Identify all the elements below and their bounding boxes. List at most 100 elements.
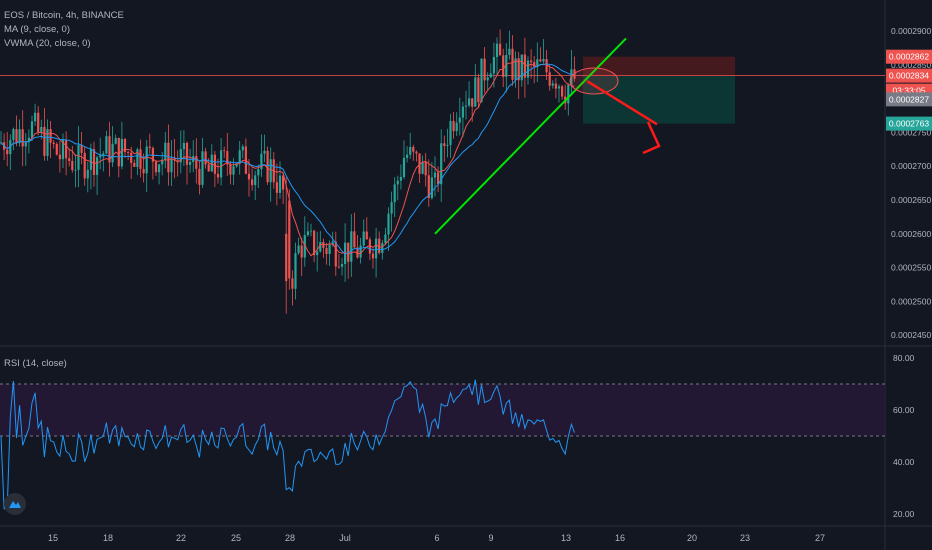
price-label-stop: 0.0002862 [889, 52, 929, 62]
candle-body [316, 251, 319, 256]
price-tick-label: 0.0002650 [891, 195, 931, 205]
candle-body [440, 143, 443, 185]
price-label-box [886, 116, 932, 131]
time-tick-label: 25 [231, 533, 241, 543]
candle-body [322, 241, 325, 248]
candle-body [37, 112, 40, 133]
vwma-legend[interactable]: VWMA (20, close, 0) [4, 38, 91, 49]
candle-body [331, 241, 334, 245]
candle-body [303, 235, 306, 258]
candle-body [334, 241, 337, 267]
time-tick-label: 18 [103, 533, 113, 543]
candle-body [232, 166, 235, 175]
candle-body [275, 182, 278, 193]
candle-body [30, 121, 34, 138]
candle-body [136, 149, 139, 167]
candle-body [430, 177, 433, 199]
candle-body [300, 245, 303, 258]
price-label-entry: 0.0002834 [889, 71, 929, 81]
candle-body [437, 172, 440, 185]
candle-body [254, 175, 257, 186]
candle-body [483, 58, 486, 81]
candle-body [443, 143, 446, 146]
candle-body [65, 140, 68, 159]
rsi-tick-label: 60.00 [893, 405, 915, 415]
candle-body [229, 164, 232, 175]
candle-body [458, 117, 461, 123]
candle-body [161, 159, 164, 165]
candle-body [526, 60, 530, 78]
candle-body [415, 151, 418, 154]
candle-body [71, 161, 74, 171]
price-tick-label: 0.0002550 [891, 263, 931, 273]
candle-body [424, 161, 427, 176]
candle-body [269, 159, 272, 183]
price-tick-label: 0.0002750 [891, 127, 931, 137]
candle-body [220, 150, 223, 178]
candle-body [347, 242, 350, 262]
candle-body [545, 59, 548, 73]
down-arrow-head [642, 121, 661, 155]
time-tick-label: 27 [815, 533, 825, 543]
candle-body [139, 149, 142, 169]
candle-body [80, 144, 83, 153]
candle-body [58, 154, 61, 160]
candle-body [27, 137, 30, 143]
candle-body [409, 146, 412, 155]
candle-body [204, 151, 207, 165]
candle-body [390, 202, 393, 214]
price-label-last: 0.0002827 [889, 94, 929, 104]
candle-body [542, 59, 545, 62]
candle-body [148, 146, 151, 148]
tradingview-logo-icon[interactable] [4, 493, 26, 515]
trendline [434, 37, 627, 235]
candle-body [468, 98, 471, 106]
candle-body [554, 83, 557, 89]
candle-body [359, 245, 362, 258]
time-tick-label: 9 [488, 533, 493, 543]
candle-body [133, 162, 136, 167]
candle-body [266, 150, 269, 183]
candle-body [68, 158, 71, 162]
rsi-tick-label: 20.00 [893, 509, 915, 519]
price-label-target: 0.0002763 [889, 119, 929, 129]
time-tick-label: 13 [561, 533, 571, 543]
candle-body [294, 253, 297, 289]
candle-body [55, 143, 58, 155]
candle-body [455, 122, 458, 132]
candle-body [263, 150, 266, 154]
candle-body [328, 244, 331, 255]
candle-body [368, 239, 371, 254]
rsi-legend[interactable]: RSI (14, close) [4, 358, 67, 369]
candle-body [495, 43, 499, 57]
candle-body [337, 266, 340, 268]
candle-body [223, 150, 226, 152]
candle-body [6, 149, 9, 155]
candle-body [396, 180, 399, 185]
price-tick-label: 0.0002850 [891, 60, 931, 70]
candle-body [288, 200, 291, 279]
candle-body [319, 241, 322, 252]
symbol-legend[interactable]: EOS / Bitcoin, 4h, BINANCE [4, 10, 124, 21]
highlight-ellipse [569, 67, 619, 95]
candle-body [421, 161, 424, 174]
candle-body [381, 243, 384, 253]
candle-body [86, 169, 89, 179]
candle-body [489, 73, 492, 78]
candle-body [189, 161, 192, 165]
time-tick-label: Jul [339, 533, 351, 543]
candle-body [24, 142, 27, 147]
candle-body [464, 105, 468, 107]
candle-body [309, 230, 313, 232]
candle-body [74, 169, 77, 171]
candle-body [551, 83, 554, 86]
candle-body [120, 139, 123, 167]
ma-line [0, 60, 575, 257]
candle-body [99, 155, 102, 158]
candle-body [325, 247, 328, 255]
ma-legend[interactable]: MA (9, close, 0) [4, 24, 70, 35]
candle-body [216, 173, 220, 178]
candle-body [151, 147, 154, 162]
candle-body [557, 86, 561, 89]
